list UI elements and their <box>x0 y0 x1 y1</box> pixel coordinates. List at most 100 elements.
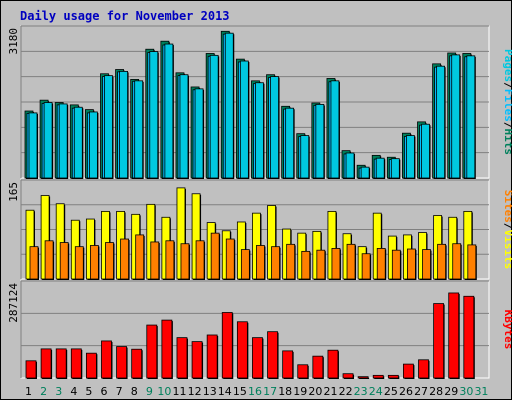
sites-bar <box>331 248 341 280</box>
pages-bar <box>164 43 174 179</box>
day-label: 23 <box>354 385 368 398</box>
sites-bar <box>361 253 371 280</box>
middle-panel: 165 Sites/Visits <box>7 179 512 280</box>
day-label: 11 <box>173 385 187 398</box>
day-label: 28 <box>429 385 443 398</box>
pages-bar <box>104 75 113 179</box>
day-label: 6 <box>101 385 108 398</box>
kbytes-bar <box>372 374 384 379</box>
pages-bar <box>224 32 234 179</box>
pages-bar <box>330 80 340 179</box>
kbytes-bar <box>25 360 37 379</box>
kbytes-bar <box>403 363 414 379</box>
day-label: 31 <box>474 385 488 398</box>
kbytes-bar <box>418 359 429 379</box>
middle-panel-right-label: Sites/Visits <box>502 190 512 270</box>
day-label: 9 <box>146 385 153 398</box>
pages-bar <box>451 54 461 179</box>
day-label: 3 <box>55 385 62 398</box>
pages-bar <box>315 104 325 179</box>
pages-bar <box>421 123 430 179</box>
kbytes-bar <box>312 355 324 379</box>
chart-title: Daily usage for November 2013 <box>20 9 230 23</box>
top-panel-right-label-pages: Pages <box>502 49 512 82</box>
sites-bar <box>180 243 190 280</box>
day-label: 26 <box>399 385 413 398</box>
pages-bar <box>466 55 476 179</box>
pages-bar <box>285 107 295 179</box>
day-label: 12 <box>188 385 202 398</box>
sites-bar <box>74 246 84 280</box>
sites-bar <box>44 240 54 280</box>
kbytes-bar <box>327 349 339 379</box>
middle-panel-right-label-sites: Sites <box>502 190 512 223</box>
pages-bar <box>239 60 249 179</box>
kbytes-bar <box>70 348 82 379</box>
kbytes-bar <box>252 337 263 379</box>
kbytes-bar <box>101 340 112 379</box>
day-label: 10 <box>157 385 171 398</box>
bottom-panel-ymax-label: 287124 <box>7 283 20 323</box>
bottom-panel-right-label: KBytes <box>502 310 512 350</box>
pages-bar <box>149 51 159 179</box>
sites-bar <box>135 234 145 280</box>
pages-bar <box>43 102 53 179</box>
sites-bar <box>195 240 205 280</box>
pages-bar <box>119 70 128 179</box>
day-label: 2 <box>40 385 47 398</box>
sites-bar <box>422 249 431 280</box>
day-label: 14 <box>218 385 232 398</box>
pages-bar <box>179 74 189 179</box>
sites-bar <box>89 245 99 280</box>
day-label: 20 <box>308 385 322 398</box>
top-panel-right-label-separator: / <box>502 122 512 129</box>
kbytes-bar <box>342 373 354 379</box>
kbytes-bar <box>116 346 127 379</box>
pages-bar <box>194 88 204 179</box>
day-label: 27 <box>414 385 428 398</box>
kbytes-bar <box>85 352 97 379</box>
kbytes-bar <box>463 295 475 379</box>
sites-bar <box>407 248 416 280</box>
pages-bar <box>88 111 98 179</box>
pages-bar <box>300 135 310 179</box>
day-label: 24 <box>369 385 383 398</box>
sites-bar <box>59 242 69 280</box>
pages-bar <box>406 135 415 179</box>
day-label: 7 <box>116 385 123 398</box>
pages-bar <box>360 166 370 179</box>
day-label: 4 <box>70 385 77 398</box>
sites-bar <box>120 238 129 280</box>
day-label: 22 <box>339 385 353 398</box>
sites-bar <box>105 242 114 280</box>
day-label: 17 <box>263 385 277 398</box>
pages-bar <box>375 157 385 179</box>
sites-bar <box>286 243 296 280</box>
sites-bar <box>376 248 386 280</box>
pages-bar <box>255 82 264 179</box>
sites-bar <box>271 246 280 280</box>
day-label: 18 <box>278 385 292 398</box>
pages-bar <box>345 152 355 179</box>
kbytes-bar <box>55 348 67 379</box>
top-panel-right-label: Pages/Files/Hits <box>502 49 512 155</box>
kbytes-bar <box>206 334 218 379</box>
middle-panel-ymax-label: 165 <box>7 182 20 202</box>
top-panel-right-label-hits: Hits <box>502 129 512 156</box>
sites-bar <box>301 250 311 280</box>
sites-bar <box>240 249 250 280</box>
bottom-panel-right-label-kbytes: KBytes <box>502 310 512 350</box>
sites-bar <box>437 243 447 280</box>
pages-bar <box>134 80 144 179</box>
middle-panel-right-label-visits: Visits <box>502 230 512 270</box>
day-label: 25 <box>384 385 398 398</box>
bottom-panel: 287124 KBytes <box>7 280 512 379</box>
kbytes-bar <box>191 341 203 379</box>
sites-bar <box>210 232 220 280</box>
day-label: 30 <box>459 385 473 398</box>
kbytes-bar <box>357 376 369 379</box>
top-panel-right-label-separator: / <box>502 82 512 89</box>
day-label: 5 <box>85 385 92 398</box>
